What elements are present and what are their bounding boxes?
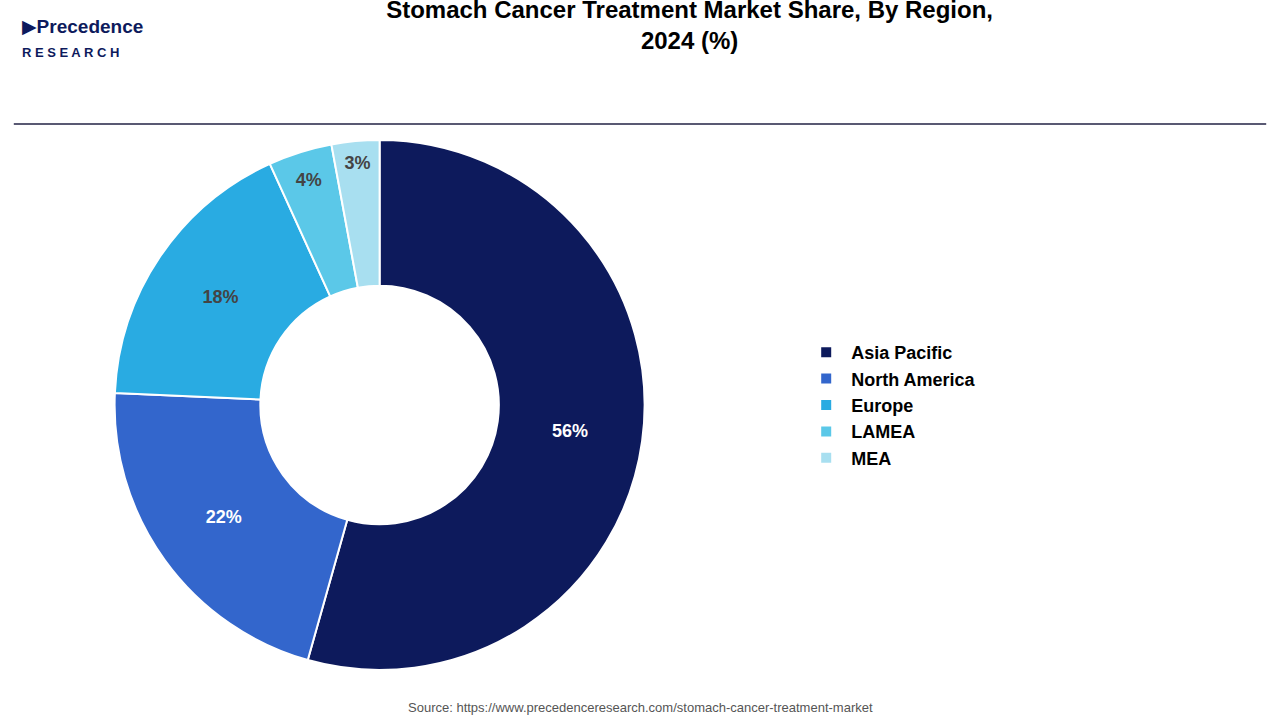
svg-text:North America: North America bbox=[851, 370, 975, 390]
svg-text:Asia Pacific: Asia Pacific bbox=[851, 343, 952, 363]
svg-text:56%: 56% bbox=[552, 421, 588, 441]
svg-text:▶Precedence: ▶Precedence bbox=[22, 16, 143, 37]
svg-text:Source: https://www.precedence: Source: https://www.precedenceresearch.c… bbox=[408, 700, 873, 715]
svg-text:Europe: Europe bbox=[851, 396, 913, 416]
svg-text:18%: 18% bbox=[202, 287, 238, 307]
svg-text:Stomach Cancer Treatment Marke: Stomach Cancer Treatment Market Share, B… bbox=[386, 0, 993, 54]
svg-text:4%: 4% bbox=[296, 170, 322, 190]
svg-text:MEA: MEA bbox=[851, 449, 891, 469]
svg-text:R E S E A R C H: R E S E A R C H bbox=[22, 45, 119, 60]
svg-text:22%: 22% bbox=[206, 507, 242, 527]
svg-text:LAMEA: LAMEA bbox=[851, 422, 915, 442]
svg-text:3%: 3% bbox=[344, 153, 370, 173]
